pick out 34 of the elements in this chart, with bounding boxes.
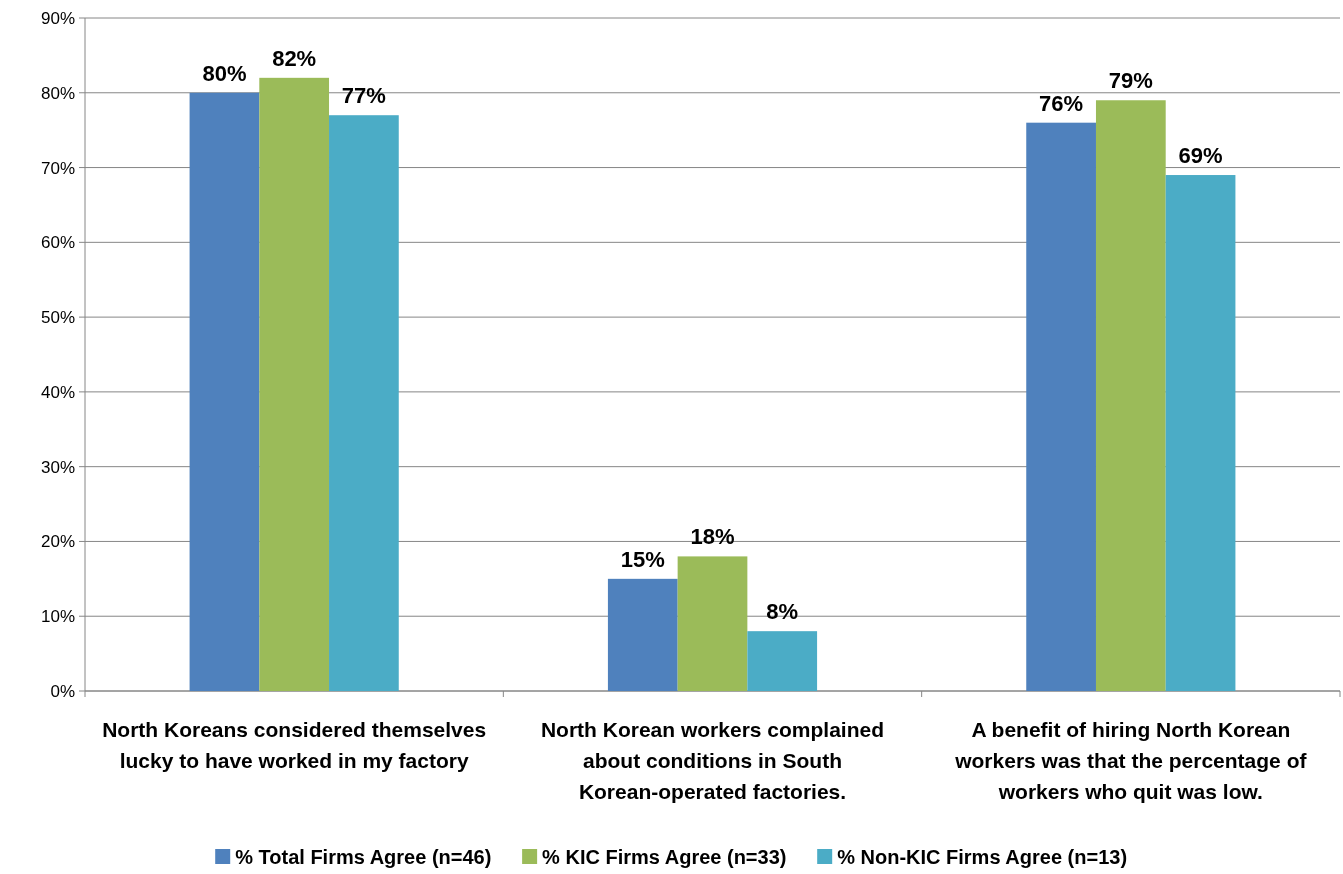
y-tick-label: 80% [40, 83, 75, 103]
y-tick-label: 20% [40, 532, 75, 552]
bar [329, 115, 399, 691]
y-tick-label: 90% [40, 8, 75, 28]
data-label: 80% [202, 60, 247, 86]
data-label: 79% [1108, 68, 1153, 94]
bar [189, 92, 260, 691]
data-label: 8% [766, 599, 799, 625]
data-label: 18% [690, 524, 735, 550]
x-tick-label: A benefit of hiring North Korean workers was that the percentage of workers who quit was low. [954, 718, 1308, 803]
y-tick-label: 70% [40, 158, 75, 178]
data-label: 82% [272, 45, 317, 71]
y-tick-label: 10% [40, 607, 75, 627]
y-tick-label: 40% [40, 382, 75, 402]
y-tick-label: 60% [40, 233, 75, 253]
bar [607, 578, 678, 691]
bar [1026, 122, 1096, 691]
data-label: 77% [341, 83, 386, 109]
data-label: 76% [1039, 90, 1084, 116]
legend-label: % Non-KIC Firms Agree (n=13) [837, 846, 1128, 868]
x-tick-label: North Korean workers complained about conditions in South Korean-operated factories. [540, 718, 885, 803]
bar [259, 77, 330, 691]
bar [1095, 100, 1166, 691]
x-tick-label: North Koreans considered themselves lucky to have worked in my factory [102, 718, 487, 772]
bar [1165, 175, 1236, 691]
legend-label: % Total Firms Agree (n=46) [235, 846, 492, 868]
bar [747, 631, 818, 691]
y-tick-label: 30% [40, 457, 75, 477]
bar [677, 556, 748, 691]
y-tick-label: 0% [50, 681, 75, 701]
legend-label: % KIC Firms Agree (n=33) [542, 846, 787, 868]
y-tick-label: 50% [40, 308, 75, 328]
data-label: 69% [1178, 143, 1223, 169]
data-label: 15% [620, 546, 665, 572]
